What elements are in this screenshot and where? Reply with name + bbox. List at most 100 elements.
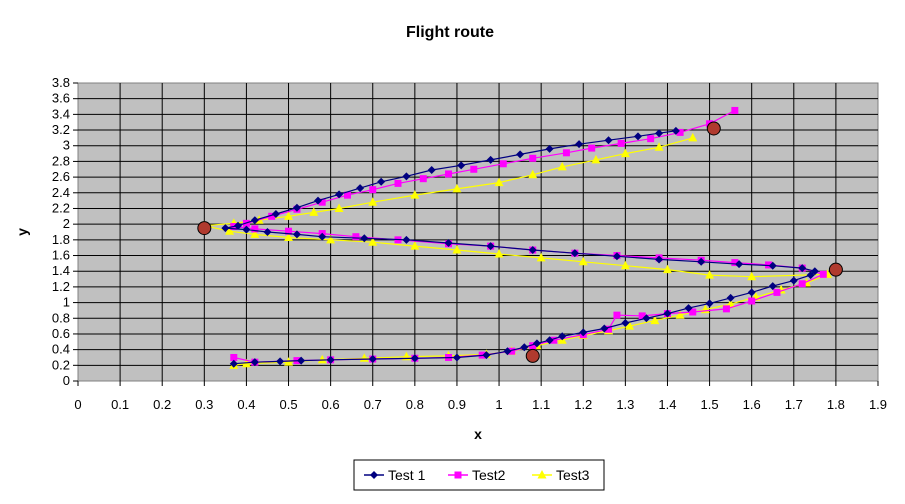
y-tick-label: 3.4	[52, 106, 70, 121]
data-point	[529, 342, 537, 350]
data-point	[482, 351, 491, 360]
data-point	[369, 186, 377, 194]
data-point	[570, 249, 579, 258]
data-point	[368, 197, 378, 206]
data-point	[285, 227, 293, 235]
data-point	[368, 237, 378, 246]
data-point	[806, 271, 815, 280]
x-tick-label: 1.8	[827, 397, 845, 412]
data-point	[621, 318, 630, 327]
y-tick-label: 0	[63, 373, 70, 388]
data-point	[642, 314, 651, 323]
x-tick-label: 0.9	[448, 397, 466, 412]
data-point	[625, 321, 635, 330]
data-point	[731, 106, 739, 114]
x-tick-label: 1	[495, 397, 502, 412]
legend-marker	[537, 470, 547, 479]
data-point	[705, 270, 715, 279]
x-tick-label: 0.4	[237, 397, 255, 412]
chart-title: Flight route	[406, 24, 494, 41]
data-point	[722, 305, 730, 313]
x-tick-label: 0.5	[279, 397, 297, 412]
y-tick-label: 3	[63, 138, 70, 153]
x-tick-label: 0.6	[322, 397, 340, 412]
data-point	[798, 264, 807, 273]
data-point	[562, 149, 570, 157]
data-point	[352, 233, 360, 241]
data-point	[410, 354, 419, 363]
y-tick-label: 1.4	[52, 263, 70, 278]
y-axis-title: y	[14, 228, 30, 236]
y-tick-label: 2.4	[52, 185, 70, 200]
waypoint-marker	[197, 221, 212, 236]
data-point	[617, 139, 625, 147]
data-point	[457, 161, 466, 170]
data-point	[647, 135, 655, 143]
y-tick-label: 3.8	[52, 75, 70, 90]
data-point	[276, 357, 285, 366]
data-point	[230, 353, 238, 361]
data-point	[798, 280, 806, 288]
data-point	[225, 226, 235, 235]
data-point	[486, 155, 495, 164]
data-point	[768, 282, 777, 291]
data-point	[470, 165, 478, 173]
data-point	[427, 166, 436, 175]
y-tick-label: 1.6	[52, 248, 70, 263]
data-point	[508, 347, 516, 355]
data-point	[747, 288, 756, 297]
data-point	[377, 177, 386, 186]
data-point	[368, 355, 377, 364]
waypoint-marker	[828, 262, 843, 277]
data-point	[588, 144, 596, 152]
data-point	[605, 325, 613, 333]
y-tick-label: 1.2	[52, 279, 70, 294]
x-tick-label: 1.1	[532, 397, 550, 412]
data-point	[655, 255, 664, 264]
legend-item: Test3	[532, 467, 590, 483]
legend-item: Test 1	[364, 467, 426, 483]
data-point	[419, 175, 427, 183]
y-tick-label: 0.8	[52, 310, 70, 325]
data-point	[318, 198, 326, 206]
data-point	[271, 209, 280, 218]
data-point	[268, 212, 276, 220]
x-tick-label: 1.9	[869, 397, 887, 412]
data-point	[529, 154, 537, 162]
x-tick-label: 0.2	[153, 397, 171, 412]
data-point	[494, 177, 504, 187]
y-tick-label: 2.2	[52, 200, 70, 215]
y-tick-label: 2	[63, 216, 70, 231]
data-point	[735, 260, 744, 269]
data-point	[689, 308, 697, 316]
y-tick-label: 1.8	[52, 232, 70, 247]
data-point	[356, 184, 365, 193]
legend-marker	[454, 471, 462, 479]
data-point	[604, 136, 613, 145]
data-point	[314, 196, 322, 205]
data-point	[578, 256, 588, 266]
data-point	[655, 129, 664, 138]
data-point	[620, 260, 630, 270]
data-point	[684, 304, 693, 313]
data-point	[251, 225, 259, 233]
data-point	[360, 234, 369, 243]
data-point	[620, 148, 630, 158]
y-tick-label: 0.4	[52, 342, 70, 357]
data-point	[789, 276, 798, 285]
data-point	[452, 353, 461, 362]
data-point	[326, 355, 335, 364]
y-tick-label: 0.6	[52, 326, 70, 341]
x-tick-label: 1.5	[701, 397, 719, 412]
data-point	[410, 190, 420, 199]
legend-marker	[370, 471, 378, 479]
data-point	[675, 310, 685, 319]
data-point	[297, 356, 306, 365]
data-point	[662, 264, 672, 274]
data-point	[229, 359, 238, 368]
x-tick-label: 1.6	[743, 397, 761, 412]
data-point	[726, 293, 735, 302]
data-point	[292, 230, 301, 239]
data-point	[579, 328, 588, 337]
